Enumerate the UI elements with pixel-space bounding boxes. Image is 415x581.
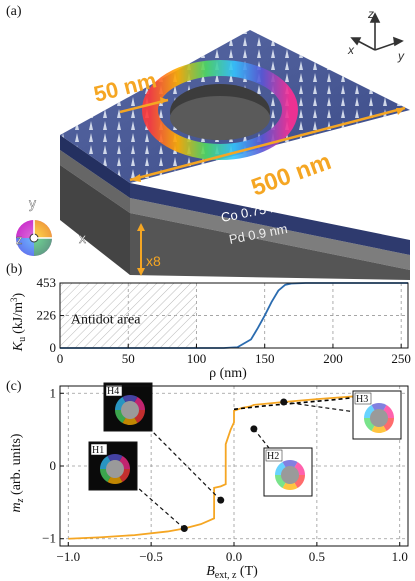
hysteresis-curve	[68, 392, 400, 540]
y-tick-label: −1	[42, 531, 56, 546]
y-tick-label: 0	[50, 340, 57, 355]
inset-label: H1	[92, 445, 104, 456]
x-tick-label: 150	[255, 351, 275, 366]
svg-text:y: y	[397, 49, 405, 63]
state-marker-h3	[280, 398, 288, 406]
panel-b-label: (b)	[6, 262, 23, 277]
x-axis-label: Bext, z (T)	[206, 564, 258, 581]
repeat-label: x8	[146, 253, 161, 269]
inset-label: H4	[107, 386, 119, 397]
antidot-area-region	[60, 283, 197, 348]
x-tick-label: −1.0	[56, 549, 80, 564]
svg-text:x: x	[79, 230, 86, 246]
axes-icon-top-right	[350, 12, 404, 51]
state-marker-h2	[250, 425, 258, 433]
inset-h4: H4	[103, 382, 153, 432]
inset-h1: H1	[88, 441, 138, 491]
antidot-ring	[142, 60, 298, 160]
inset-connector	[127, 406, 222, 501]
pd-layer-front	[130, 198, 410, 270]
co-layer-left	[60, 135, 130, 198]
inset-label: H2	[267, 451, 279, 462]
y-tick-label: 0	[50, 458, 57, 473]
svg-text:z: z	[16, 232, 23, 247]
ring-dimension-arrow	[119, 98, 169, 114]
y-tick-label: 226	[37, 308, 57, 323]
x-tick-label: −0.5	[139, 549, 163, 564]
x-tick-label: 50	[122, 351, 135, 366]
panel-a-label: (a)	[6, 4, 22, 19]
x-tick-label: 0.5	[309, 549, 325, 564]
y-axis-label: Ku(kJ/m3)	[9, 292, 28, 352]
x-tick-label: 250	[391, 351, 411, 366]
x-tick-label: 1.0	[392, 549, 408, 564]
stack-front	[130, 213, 410, 280]
state-marker-h4	[217, 496, 225, 504]
hysteresis-chart: H1 H2 H3 H4 −1.0 −0.5 0.0 0.5 1.0 −1 0 1 mz (arb. …	[9, 382, 409, 581]
side-dimension-label: 500 nm	[248, 148, 335, 202]
inset-h2: H2	[263, 447, 313, 497]
panel-a-illustration: 50 nm 500 nm Co 0.75 nm Pd 0.9 nm x8 z x…	[16, 7, 410, 280]
svg-text:x: x	[347, 43, 355, 57]
x-tick-label: 200	[323, 351, 343, 366]
y-tick-label: 453	[37, 275, 57, 290]
x-tick-label: 0	[57, 351, 64, 366]
state-marker-h1	[180, 525, 188, 533]
panel-c-label: (c)	[6, 379, 22, 394]
svg-text:y: y	[29, 195, 36, 211]
x-axis-label: ρ (nm)	[209, 366, 247, 380]
svg-text:z: z	[367, 7, 374, 21]
y-tick-label: 1	[50, 385, 57, 400]
inset-label: H3	[356, 394, 368, 405]
anisotropy-chart: Antidot area 0 50 100 150 200 250 0 226 453 Ku(k…	[9, 275, 411, 380]
pd-layer-left	[60, 150, 130, 213]
x-tick-label: 100	[187, 351, 207, 366]
y-axis-label: mz (arb. units)	[9, 433, 26, 512]
antidot-area-label: Antidot area	[71, 313, 141, 328]
co-layer-front	[130, 183, 410, 255]
stack-left	[60, 165, 130, 275]
inset-h3: H3	[352, 390, 402, 440]
side-dimension-arrow	[129, 106, 406, 182]
x-tick-label: 0.0	[226, 549, 242, 564]
